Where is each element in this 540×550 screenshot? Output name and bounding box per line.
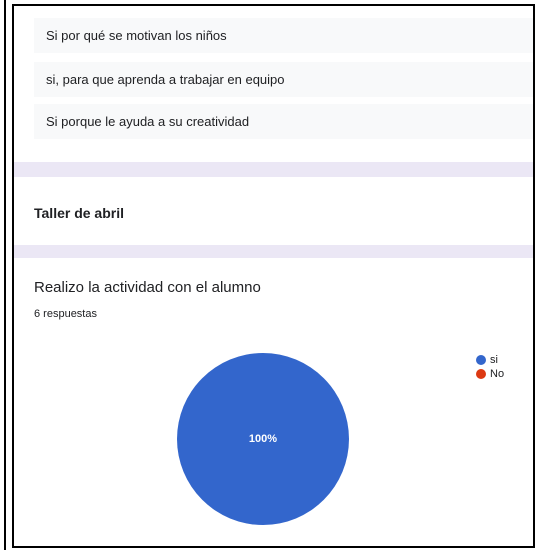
slice-label: 100% — [249, 433, 277, 445]
chart-title: Realizo la actividad con el alumno — [34, 279, 261, 296]
legend-label: si — [490, 354, 498, 366]
section-separator — [14, 162, 533, 177]
chart-subtitle: 6 respuestas — [34, 308, 97, 320]
responses-panel: Si por qué se motivan los niños si, para… — [12, 4, 535, 548]
divider — [4, 0, 6, 550]
legend-swatch — [476, 369, 486, 379]
legend-label: No — [490, 368, 504, 380]
chart: Realizo la actividad con el alumno 6 res… — [34, 279, 504, 525]
response: Si por qué se motivan los niños — [34, 18, 533, 53]
pie-slice — [177, 353, 349, 525]
section-separator — [14, 245, 533, 258]
response: Si porque le ayuda a su creatividad — [34, 104, 533, 139]
section-title: Taller de abril — [34, 205, 124, 221]
response: si, para que aprenda a trabajar en equip… — [34, 62, 533, 97]
legend-swatch — [476, 355, 486, 365]
section-card: Taller de abril — [14, 177, 533, 245]
